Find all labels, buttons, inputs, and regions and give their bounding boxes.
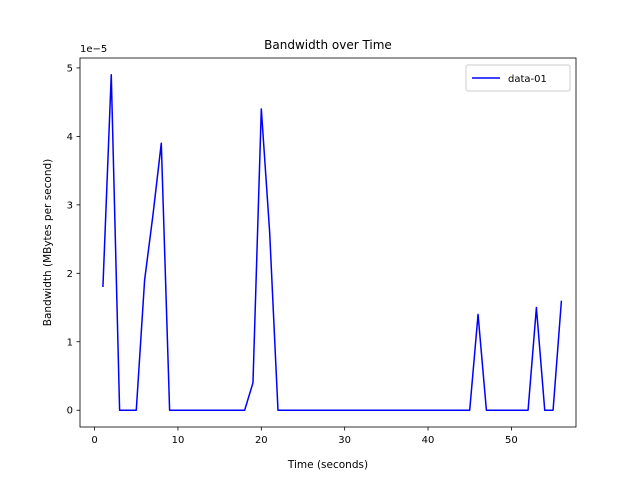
y-axis-offset-label: 1e−5 bbox=[80, 44, 107, 55]
chart-title: Bandwidth over Time bbox=[264, 38, 392, 52]
y-tick-label: 5 bbox=[67, 63, 73, 74]
y-axis-ticks: 0 1 2 3 4 5 bbox=[67, 63, 80, 417]
x-tick-label: 50 bbox=[505, 435, 518, 446]
series-line-data-01 bbox=[102, 74, 563, 411]
x-tick-label: 30 bbox=[338, 435, 351, 446]
x-tick-label: 40 bbox=[422, 435, 435, 446]
legend: data-01 bbox=[465, 64, 571, 92]
x-tick-label: 10 bbox=[172, 435, 185, 446]
y-tick-label: 4 bbox=[67, 132, 73, 143]
plot-frame bbox=[79, 57, 577, 428]
data-layer bbox=[102, 74, 563, 411]
x-tick-label: 0 bbox=[91, 435, 97, 446]
legend-box bbox=[465, 64, 571, 92]
plot-area bbox=[80, 58, 576, 427]
y-tick-label: 0 bbox=[67, 406, 73, 417]
y-tick-label: 2 bbox=[67, 269, 73, 280]
x-axis-label: Time (seconds) bbox=[287, 459, 368, 471]
legend-label: data-01 bbox=[508, 74, 547, 85]
y-axis-label: Bandwidth (MBytes per second) bbox=[42, 159, 54, 327]
x-tick-label: 20 bbox=[255, 435, 268, 446]
x-axis-ticks: 0 10 20 30 40 50 bbox=[91, 427, 518, 446]
y-tick-label: 1 bbox=[67, 337, 73, 348]
y-tick-label: 3 bbox=[67, 200, 73, 211]
